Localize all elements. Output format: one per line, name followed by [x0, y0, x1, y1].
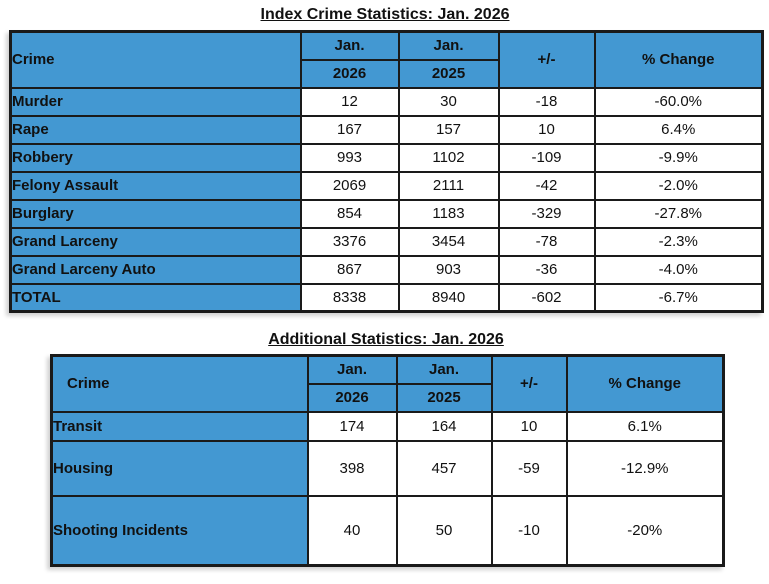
value-diff: -109 [497, 142, 596, 173]
table-row-robbery: Robbery 993 1102 -109 -9.9% [9, 142, 764, 173]
value-2025: 2111 [397, 170, 500, 201]
value-2026: 3376 [299, 226, 400, 257]
value-diff: -42 [497, 170, 596, 201]
value-pct: -2.3% [593, 226, 764, 257]
value-2026: 12 [299, 86, 400, 117]
additional-header-jan-2025-top: Jan. [395, 354, 493, 385]
value-2026: 2069 [299, 170, 400, 201]
value-2026: 993 [299, 142, 400, 173]
additional-header-diff: +/- [490, 354, 568, 413]
additional-header-jan-2025-bottom: 2025 [395, 382, 493, 413]
value-pct: -27.8% [593, 198, 764, 229]
table-row-murder: Murder 12 30 -18 -60.0% [9, 86, 764, 117]
value-2026: 8338 [299, 282, 400, 313]
value-2026: 167 [299, 114, 400, 145]
index-header-jan-2025-bottom: 2025 [397, 58, 500, 89]
table-row-shooting-incidents: Shooting Incidents 40 50 -10 -20% [50, 494, 725, 567]
index-header-jan-2026-top: Jan. [299, 30, 400, 61]
value-2025: 164 [395, 410, 493, 442]
additional-header-jan-2026-bottom: 2026 [306, 382, 398, 413]
value-2026: 174 [306, 410, 398, 442]
row-label: Rape [9, 114, 302, 145]
value-diff: 10 [490, 410, 568, 442]
value-2025: 3454 [397, 226, 500, 257]
value-2025: 157 [397, 114, 500, 145]
value-2025: 50 [395, 494, 493, 567]
table-row-felony-assault: Felony Assault 2069 2111 -42 -2.0% [9, 170, 764, 201]
value-2026: 854 [299, 198, 400, 229]
additional-header-crime: Crime [50, 354, 309, 413]
row-label: Robbery [9, 142, 302, 173]
value-2026: 40 [306, 494, 398, 567]
table-row-housing: Housing 398 457 -59 -12.9% [50, 439, 725, 497]
additional-header-pct-change: % Change [565, 354, 725, 413]
table-row-grand-larceny: Grand Larceny 3376 3454 -78 -2.3% [9, 226, 764, 257]
value-2026: 398 [306, 439, 398, 497]
value-2025: 903 [397, 254, 500, 285]
value-diff: -329 [497, 198, 596, 229]
row-label: Housing [50, 439, 309, 497]
value-pct: -2.0% [593, 170, 764, 201]
value-pct: -9.9% [593, 142, 764, 173]
table-row-rape: Rape 167 157 10 6.4% [9, 114, 764, 145]
value-pct: -6.7% [593, 282, 764, 313]
additional-stats-table-title: Additional Statistics: Jan. 2026 [268, 331, 504, 348]
value-diff: 10 [497, 114, 596, 145]
value-2026: 867 [299, 254, 400, 285]
additional-header-row-2: 2026 2025 [52, 382, 724, 413]
table-row-grand-larceny-auto: Grand Larceny Auto 867 903 -36 -4.0% [9, 254, 764, 285]
value-diff: -78 [497, 226, 596, 257]
value-pct: 6.4% [593, 114, 764, 145]
value-diff: -59 [490, 439, 568, 497]
index-header-jan-2025-top: Jan. [397, 30, 500, 61]
value-pct: -60.0% [593, 86, 764, 117]
index-header-crime: Crime [9, 30, 302, 89]
row-label: Shooting Incidents [50, 494, 309, 567]
index-crime-table-title: Index Crime Statistics: Jan. 2026 [260, 6, 510, 23]
row-label: Transit [50, 410, 309, 442]
value-2025: 1102 [397, 142, 500, 173]
row-label: Burglary [9, 198, 302, 229]
additional-header-jan-2026-top: Jan. [306, 354, 398, 385]
index-header-pct-change: % Change [593, 30, 764, 89]
table-row-total: TOTAL 8338 8940 -602 -6.7% [9, 282, 764, 313]
value-pct: 6.1% [565, 410, 725, 442]
table-row-transit: Transit 174 164 10 6.1% [50, 410, 725, 442]
additional-stats-table: Crime Jan. Jan. +/- % Change 2026 2025 T… [50, 354, 725, 567]
value-2025: 30 [397, 86, 500, 117]
row-label: Felony Assault [9, 170, 302, 201]
index-header-row-2: 2026 2025 [11, 58, 763, 89]
value-diff: -10 [490, 494, 568, 567]
row-label: Grand Larceny Auto [9, 254, 302, 285]
value-diff: -602 [497, 282, 596, 313]
row-label: Grand Larceny [9, 226, 302, 257]
value-2025: 1183 [397, 198, 500, 229]
value-2025: 8940 [397, 282, 500, 313]
index-header-row-1: Crime Jan. Jan. +/- % Change [9, 30, 764, 89]
index-header-jan-2026-bottom: 2026 [299, 58, 400, 89]
index-crime-table: Crime Jan. Jan. +/- % Change 2026 2025 M… [9, 30, 764, 313]
table-row-burglary: Burglary 854 1183 -329 -27.8% [9, 198, 764, 229]
value-pct: -20% [565, 494, 725, 567]
row-label: Murder [9, 86, 302, 117]
value-pct: -12.9% [565, 439, 725, 497]
value-pct: -4.0% [593, 254, 764, 285]
additional-header-row-1: Crime Jan. Jan. +/- % Change [50, 354, 725, 413]
value-2025: 457 [395, 439, 493, 497]
index-header-diff: +/- [497, 30, 596, 89]
row-label: TOTAL [9, 282, 302, 313]
value-diff: -18 [497, 86, 596, 117]
value-diff: -36 [497, 254, 596, 285]
